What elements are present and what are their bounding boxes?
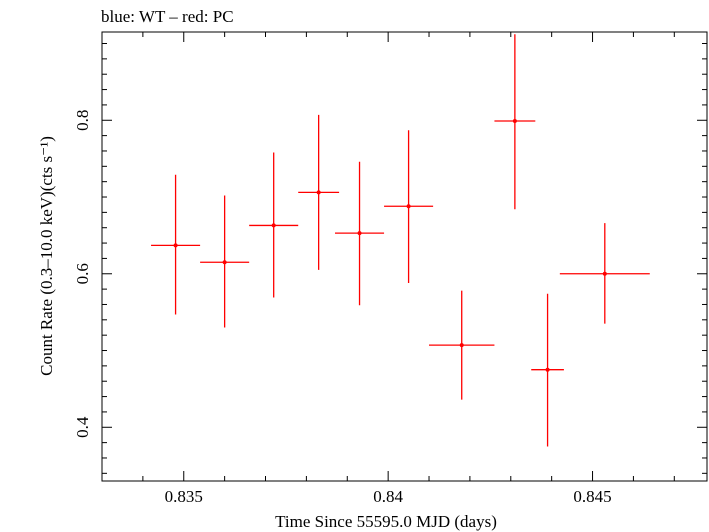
point-marker	[222, 260, 227, 265]
x-axis-label: Time Since 55595.0 MJD (days)	[275, 512, 497, 531]
data-point	[494, 34, 536, 210]
point-marker	[357, 231, 362, 236]
point-marker	[316, 190, 321, 195]
data-series-pc	[151, 34, 650, 447]
plot-frame	[101, 31, 708, 482]
data-point	[151, 174, 201, 315]
y-tick-label: 0.8	[73, 110, 92, 131]
data-point	[335, 161, 385, 306]
x-axis-ticks: 0.835 0.84 0.845	[101, 32, 675, 506]
data-point	[200, 195, 250, 328]
data-point	[429, 290, 495, 400]
x-tick-label: 0.845	[573, 487, 611, 506]
point-marker	[406, 204, 411, 209]
point-marker	[602, 271, 607, 276]
data-point	[384, 130, 434, 283]
point-marker	[545, 367, 550, 372]
data-point	[559, 223, 650, 324]
y-axis-ticks: 0.4 0.6 0.8	[73, 43, 707, 474]
y-axis-label: Count Rate (0.3–10.0 keV)(cts s⁻¹)	[37, 136, 56, 376]
point-marker	[459, 343, 464, 348]
data-point	[531, 293, 564, 447]
point-marker	[173, 243, 178, 248]
x-tick-label: 0.84	[373, 487, 403, 506]
point-marker	[512, 119, 517, 124]
point-marker	[271, 223, 276, 228]
chart-title: blue: WT – red: PC	[101, 7, 234, 26]
y-tick-label: 0.4	[73, 416, 92, 438]
x-tick-label: 0.835	[165, 487, 203, 506]
data-point	[298, 114, 340, 270]
data-point	[249, 152, 299, 298]
y-tick-label: 0.6	[73, 263, 92, 284]
